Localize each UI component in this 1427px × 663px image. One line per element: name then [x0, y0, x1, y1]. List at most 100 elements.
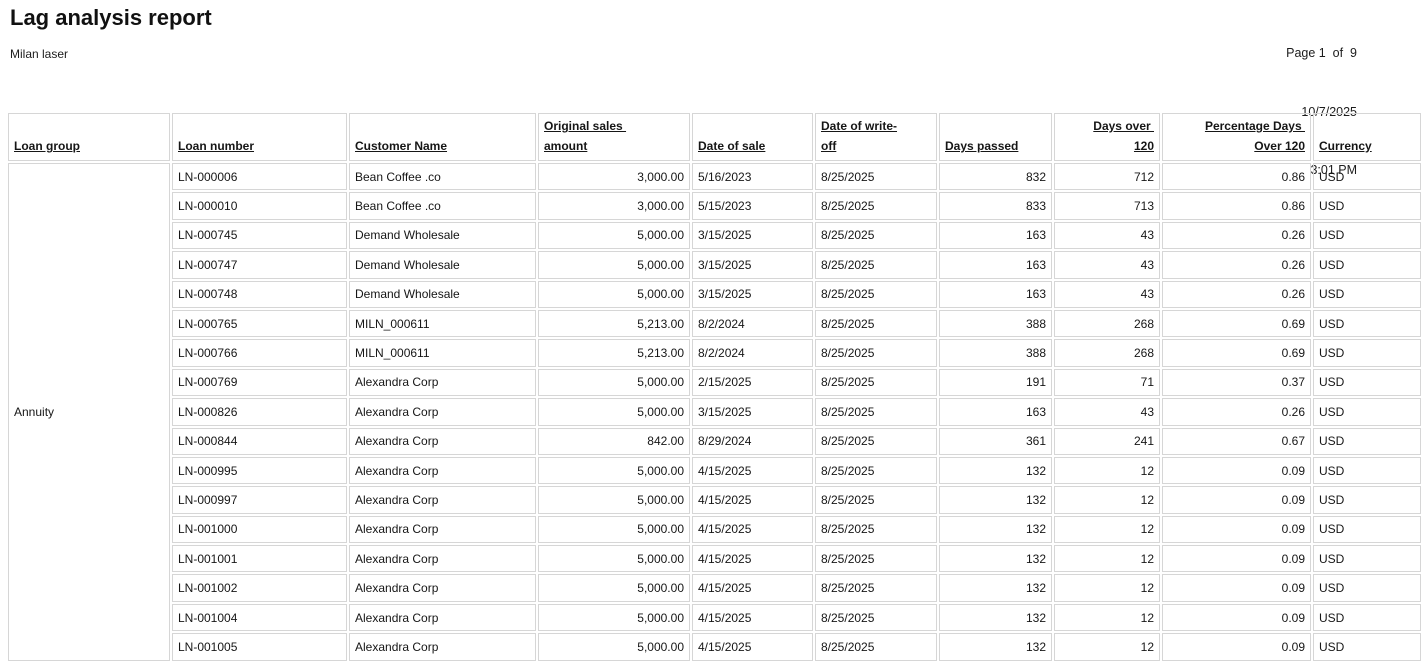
original-sales-amount-cell: 5,000.00	[538, 456, 690, 485]
date-of-write-off-cell: 8/25/2025	[815, 221, 937, 250]
table-row: LN-001000 Alexandra Corp 5,000.00 4/15/2025…	[8, 515, 1421, 544]
column-header-original-sales-amount: Original sales amount	[538, 113, 690, 161]
days-over-120-cell: 268	[1054, 339, 1160, 367]
date-of-write-off-cell: 8/25/2025	[815, 545, 937, 573]
table-row: LN-000997 Alexandra Corp 5,000.00 4/15/2025…	[8, 486, 1421, 514]
table-row: LN-000010 Bean Coffee .co 3,000.00 5/15/202…	[8, 192, 1421, 220]
days-passed-cell: 132	[939, 486, 1052, 514]
days-passed-cell: 132	[939, 545, 1052, 573]
original-sales-amount-cell: 5,000.00	[538, 545, 690, 573]
days-over-120-cell: 712	[1054, 163, 1160, 191]
loan-number-cell: LN-001005	[172, 633, 347, 661]
loan-number-cell: LN-000995	[172, 456, 347, 485]
date-of-write-off-cell: 8/25/2025	[815, 192, 937, 220]
days-passed-cell: 163	[939, 221, 1052, 250]
date-of-sale-cell: 8/2/2024	[692, 339, 813, 367]
days-passed-cell: 132	[939, 603, 1052, 632]
date-of-write-off-cell: 8/25/2025	[815, 251, 937, 279]
original-sales-amount-cell: 3,000.00	[538, 163, 690, 191]
company-name: Milan laser	[10, 47, 69, 61]
date-of-sale-cell: 4/15/2025	[692, 515, 813, 544]
days-over-120-cell: 12	[1054, 486, 1160, 514]
loan-number-cell: LN-000010	[172, 192, 347, 220]
table-row: LN-001002 Alexandra Corp 5,000.00 4/15/2025…	[8, 574, 1421, 602]
currency-cell: USD	[1313, 309, 1421, 338]
days-passed-cell: 832	[939, 163, 1052, 191]
report-date: 10/7/2025	[1301, 104, 1357, 119]
date-of-sale-cell: 4/15/2025	[692, 545, 813, 573]
currency-cell: USD	[1313, 221, 1421, 250]
customer-name-cell: Alexandra Corp	[349, 398, 536, 426]
loan-number-cell: LN-001004	[172, 603, 347, 632]
table-row: LN-000745 Demand Wholesale 5,000.00 3/15/20…	[8, 221, 1421, 250]
loan-group-cell: Annuity	[8, 163, 170, 661]
date-of-sale-cell: 2/15/2025	[692, 368, 813, 397]
table-row: LN-000765 MILN_000611 5,213.00 8/2/2024 8/25…	[8, 309, 1421, 338]
report-time: 3:01 PM	[1310, 163, 1357, 177]
original-sales-amount-cell: 5,000.00	[538, 603, 690, 632]
page-title: Lag analysis report	[10, 5, 212, 30]
customer-name-cell: Alexandra Corp	[349, 633, 536, 661]
days-passed-cell: 132	[939, 574, 1052, 602]
date-of-sale-cell: 8/2/2024	[692, 309, 813, 338]
date-of-sale-cell: 3/15/2025	[692, 251, 813, 279]
customer-name-cell: Alexandra Corp	[349, 486, 536, 514]
days-passed-cell: 163	[939, 280, 1052, 308]
days-passed-cell: 163	[939, 251, 1052, 279]
currency-cell: USD	[1313, 339, 1421, 367]
table-row: LN-000769 Alexandra Corp 5,000.00 2/15/2025…	[8, 368, 1421, 397]
table-header: Loan group Loan number Customer Name Ori…	[8, 113, 1421, 161]
date-of-write-off-cell: 8/25/2025	[815, 427, 937, 455]
column-header-customer-name: Customer Name	[349, 113, 536, 161]
table-row: LN-000826 Alexandra Corp 5,000.00 3/15/2025…	[8, 398, 1421, 426]
table-row: Annuity LN-000006 Bean Coffee .co 3,000.00 5…	[8, 163, 1421, 661]
customer-name-cell: Alexandra Corp	[349, 427, 536, 455]
date-of-write-off-cell: 8/25/2025	[815, 398, 937, 426]
currency-cell: USD	[1313, 368, 1421, 397]
date-of-write-off-cell: 8/25/2025	[815, 163, 937, 191]
table-row: LN-000995 Alexandra Corp 5,000.00 4/15/2025…	[8, 456, 1421, 485]
days-over-120-cell: 12	[1054, 545, 1160, 573]
date-of-sale-cell: 4/15/2025	[692, 486, 813, 514]
date-of-write-off-cell: 8/25/2025	[815, 633, 937, 661]
original-sales-amount-cell: 5,000.00	[538, 515, 690, 544]
loan-number-cell: LN-000748	[172, 280, 347, 308]
original-sales-amount-cell: 5,000.00	[538, 574, 690, 602]
table-row: LN-000748 Demand Wholesale 5,000.00 3/15/20…	[8, 280, 1421, 308]
customer-name-cell: Alexandra Corp	[349, 545, 536, 573]
customer-name-cell: Bean Coffee .co	[349, 192, 536, 220]
column-header-date-of-write-off: Date of write- off	[815, 113, 937, 161]
currency-cell: USD	[1313, 545, 1421, 573]
percentage-days-over-120-cell: 0.26	[1162, 280, 1311, 308]
customer-name-cell: Alexandra Corp	[349, 603, 536, 632]
loan-number-cell: LN-000844	[172, 427, 347, 455]
original-sales-amount-cell: 5,213.00	[538, 309, 690, 338]
customer-name-cell: Demand Wholesale	[349, 280, 536, 308]
customer-name-cell: MILN_000611	[349, 339, 536, 367]
loan-number-cell: LN-000006	[172, 163, 347, 191]
percentage-days-over-120-cell: 0.26	[1162, 398, 1311, 426]
currency-cell: USD	[1313, 574, 1421, 602]
currency-cell: USD	[1313, 251, 1421, 279]
original-sales-amount-cell: 842.00	[538, 427, 690, 455]
column-header-days-over-120: Days over 120	[1054, 113, 1160, 161]
percentage-days-over-120-cell: 0.09	[1162, 633, 1311, 661]
currency-cell: USD	[1313, 456, 1421, 485]
loan-number-cell: LN-000747	[172, 251, 347, 279]
customer-name-cell: Alexandra Corp	[349, 574, 536, 602]
date-of-sale-cell: 8/29/2024	[692, 427, 813, 455]
column-header-currency: Currency	[1313, 113, 1421, 161]
original-sales-amount-cell: 5,000.00	[538, 633, 690, 661]
loan-number-cell: LN-000826	[172, 398, 347, 426]
days-over-120-cell: 12	[1054, 633, 1160, 661]
days-over-120-cell: 12	[1054, 456, 1160, 485]
loan-number-cell: LN-000766	[172, 339, 347, 367]
date-of-sale-cell: 4/15/2025	[692, 633, 813, 661]
days-over-120-cell: 12	[1054, 574, 1160, 602]
date-of-write-off-cell: 8/25/2025	[815, 486, 937, 514]
percentage-days-over-120-cell: 0.26	[1162, 251, 1311, 279]
percentage-days-over-120-cell: 0.09	[1162, 515, 1311, 544]
column-header-loan-number: Loan number	[172, 113, 347, 161]
days-over-120-cell: 241	[1054, 427, 1160, 455]
original-sales-amount-cell: 5,213.00	[538, 339, 690, 367]
